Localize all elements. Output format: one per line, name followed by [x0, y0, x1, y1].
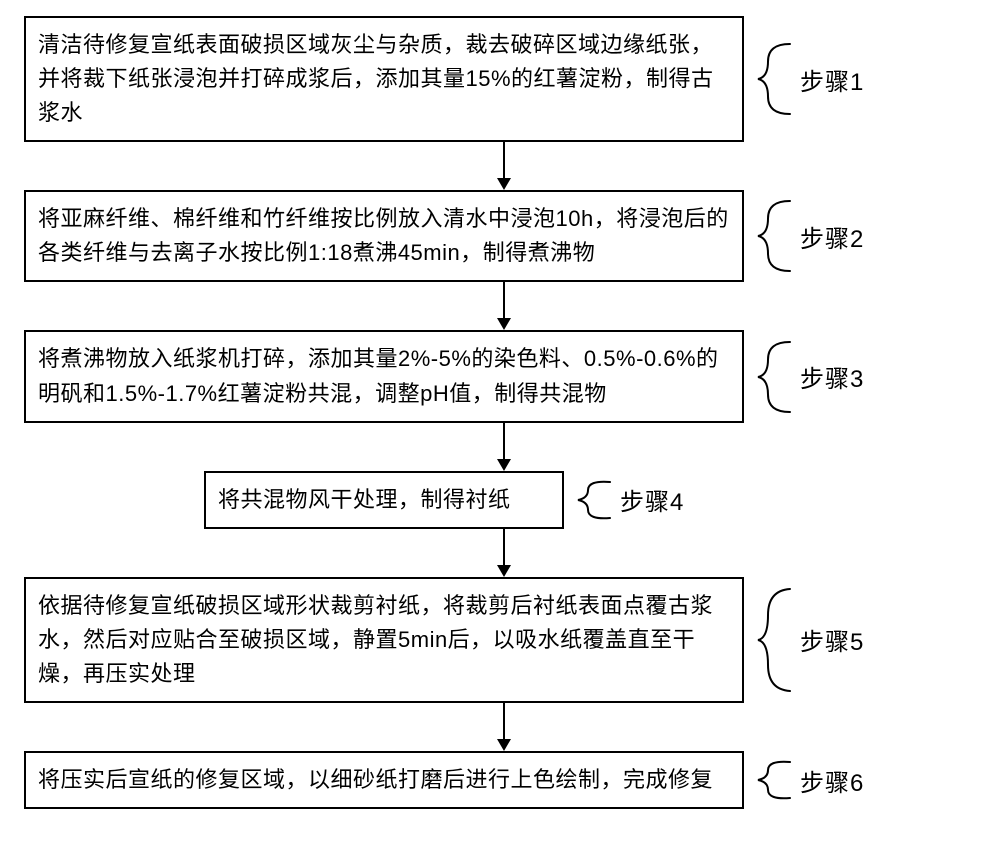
brace-icon [754, 338, 794, 416]
step-box-2: 将亚麻纤维、棉纤维和竹纤维按比例放入清水中浸泡10h，将浸泡后的各类纤维与去离子… [24, 190, 744, 282]
step-box-5: 依据待修复宣纸破损区域形状裁剪衬纸，将裁剪后衬纸表面点覆古浆水，然后对应贴合至破… [24, 577, 744, 703]
step-label-wrap-4: 步骤4 [574, 478, 684, 522]
step-label-4: 步骤4 [620, 482, 684, 517]
flowchart-container: 清洁待修复宣纸表面破损区域灰尘与杂质，裁去破碎区域边缘纸张，并将裁下纸张浸泡并打… [24, 16, 984, 809]
brace-icon [754, 585, 794, 695]
step-label-3: 步骤3 [800, 359, 864, 394]
step-row-4: 将共混物风干处理，制得衬纸 步骤4 [24, 471, 984, 529]
step-label-6: 步骤6 [800, 763, 864, 798]
step-label-1: 步骤1 [800, 62, 864, 97]
brace-icon [754, 40, 794, 118]
brace-icon [754, 758, 794, 802]
step-box-6: 将压实后宣纸的修复区域，以细砂纸打磨后进行上色绘制，完成修复 [24, 751, 744, 809]
step-label-wrap-1: 步骤1 [754, 40, 864, 118]
step-row-6: 将压实后宣纸的修复区域，以细砂纸打磨后进行上色绘制，完成修复 步骤6 [24, 751, 984, 809]
brace-icon [574, 478, 614, 522]
brace-icon [754, 197, 794, 275]
step-box-4: 将共混物风干处理，制得衬纸 [204, 471, 564, 529]
step-label-wrap-5: 步骤5 [754, 585, 864, 695]
step-label-2: 步骤2 [800, 219, 864, 254]
step-label-5: 步骤5 [800, 622, 864, 657]
arrow-down-icon [144, 703, 864, 751]
arrow-down-icon [144, 423, 864, 471]
step-row-3: 将煮沸物放入纸浆机打碎，添加其量2%-5%的染色料、0.5%-0.6%的明矾和1… [24, 330, 984, 422]
step-label-wrap-3: 步骤3 [754, 338, 864, 416]
step-row-2: 将亚麻纤维、棉纤维和竹纤维按比例放入清水中浸泡10h，将浸泡后的各类纤维与去离子… [24, 190, 984, 282]
step-label-wrap-2: 步骤2 [754, 197, 864, 275]
arrow-down-icon [144, 282, 864, 330]
arrow-down-icon [144, 142, 864, 190]
step-row-5: 依据待修复宣纸破损区域形状裁剪衬纸，将裁剪后衬纸表面点覆古浆水，然后对应贴合至破… [24, 577, 984, 703]
arrow-down-icon [144, 529, 864, 577]
step-box-3: 将煮沸物放入纸浆机打碎，添加其量2%-5%的染色料、0.5%-0.6%的明矾和1… [24, 330, 744, 422]
step-label-wrap-6: 步骤6 [754, 758, 864, 802]
step-row-1: 清洁待修复宣纸表面破损区域灰尘与杂质，裁去破碎区域边缘纸张，并将裁下纸张浸泡并打… [24, 16, 984, 142]
step-box-1: 清洁待修复宣纸表面破损区域灰尘与杂质，裁去破碎区域边缘纸张，并将裁下纸张浸泡并打… [24, 16, 744, 142]
